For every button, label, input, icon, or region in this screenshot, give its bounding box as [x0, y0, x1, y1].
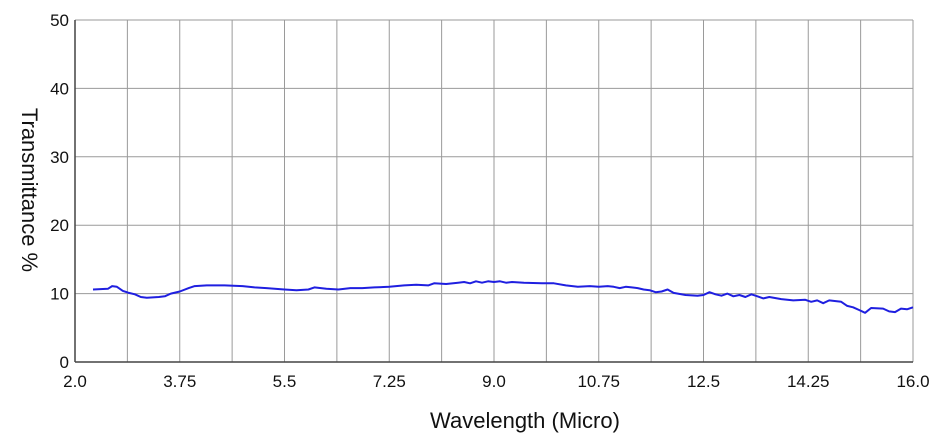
x-tick-label: 5.5: [273, 372, 297, 391]
grid-lines: [74, 19, 914, 363]
x-tick-label: 3.75: [163, 372, 196, 391]
series-layer: [92, 280, 914, 314]
x-tick-label: 2.0: [63, 372, 87, 391]
x-tick-label: 12.5: [687, 372, 720, 391]
x-tick-labels: 2.0 3.75 5.5 7.25 9.0 10.75 12.5 14.25 16.0: [63, 372, 929, 391]
y-tick-label: 30: [50, 148, 69, 167]
y-axis-label: Transmittance %: [17, 108, 42, 272]
y-tick-labels: 0 10 20 30 40 50: [50, 11, 69, 372]
x-tick-label: 16.0: [896, 372, 929, 391]
y-tick-label: 20: [50, 216, 69, 235]
x-tick-label: 14.25: [787, 372, 830, 391]
y-tick-label: 50: [50, 11, 69, 30]
series-line-transmittance: [92, 280, 914, 314]
y-tick-label: 10: [50, 285, 69, 304]
x-tick-label: 7.25: [373, 372, 406, 391]
axes: [74, 20, 913, 363]
y-tick-label: 40: [50, 79, 69, 98]
x-axis-label: Wavelength (Micro): [430, 408, 620, 433]
y-tick-label: 0: [60, 353, 69, 372]
x-tick-label: 10.75: [577, 372, 620, 391]
x-tick-label: 9.0: [482, 372, 506, 391]
